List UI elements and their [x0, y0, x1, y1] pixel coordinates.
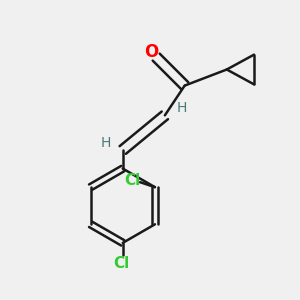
Text: O: O	[144, 43, 158, 61]
Text: Cl: Cl	[113, 256, 130, 272]
Text: Cl: Cl	[124, 173, 141, 188]
Text: H: H	[177, 101, 188, 115]
Text: H: H	[100, 136, 111, 150]
